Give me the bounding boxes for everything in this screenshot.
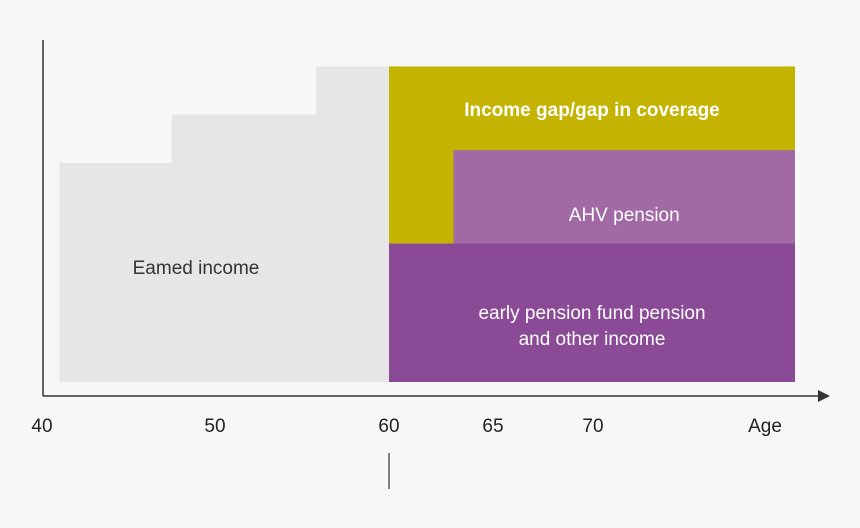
x-axis-arrow-icon bbox=[818, 390, 830, 402]
earned-income-area bbox=[59, 66, 390, 382]
x-tick-label: 50 bbox=[204, 416, 225, 437]
x-tick-label: 70 bbox=[582, 416, 603, 437]
regions-layer bbox=[59, 66, 795, 382]
x-tick-label: 60 bbox=[378, 416, 399, 437]
ahv-pension-label: AHV pension bbox=[569, 205, 680, 226]
axes bbox=[42, 40, 830, 489]
pension-fund-area bbox=[389, 243, 795, 382]
pension-fund-label-line: early pension fund pension bbox=[478, 303, 705, 324]
income-gap-label: Income gap/gap in coverage bbox=[464, 100, 720, 121]
pension-fund-label-line: and other income bbox=[519, 329, 666, 350]
x-tick-label: 40 bbox=[31, 416, 52, 437]
x-tick-labels: 40 50 60 65 70 Age bbox=[31, 416, 781, 437]
x-axis-title: Age bbox=[748, 416, 782, 437]
x-tick-label: 65 bbox=[482, 416, 503, 437]
earned-income-label: Eamed income bbox=[133, 258, 260, 279]
region-labels: Eamed income Income gap/gap in coverage AH… bbox=[133, 100, 720, 350]
